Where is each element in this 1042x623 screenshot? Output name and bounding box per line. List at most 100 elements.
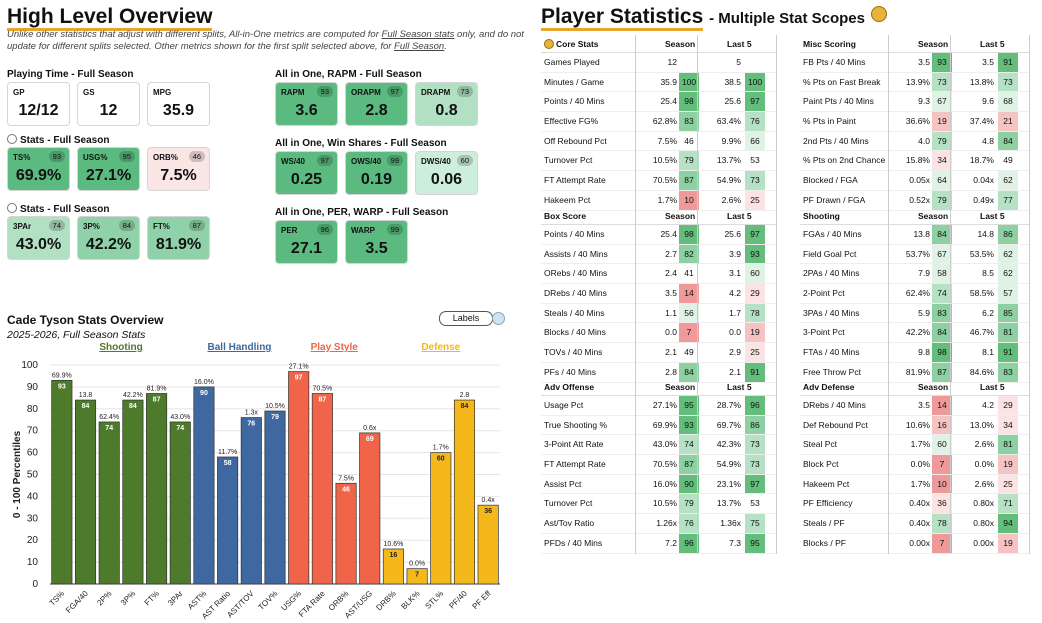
- table-header: Adv Offense Season Last 5: [541, 378, 777, 396]
- last5-percentile: 62: [998, 244, 1018, 264]
- season-percentile: 14: [679, 284, 699, 303]
- season-percentile: 93: [679, 415, 699, 435]
- season-value: 7.9: [918, 268, 930, 279]
- season-percentile: 84: [679, 362, 699, 382]
- col-season: Season: [918, 382, 949, 392]
- table-row: Blocks / 40 Mins 0.0 7 0.0 19: [541, 323, 777, 344]
- last5-value: 8.1: [982, 347, 994, 358]
- col-season: Season: [665, 211, 696, 221]
- radio-icon[interactable]: [7, 203, 17, 213]
- card-label: ORAPM: [351, 88, 381, 97]
- last5-percentile: 97: [745, 92, 765, 112]
- last5-value: 0.49x: [973, 194, 994, 205]
- table-row: Field Goal Pct 53.7% 67 53.5% 62: [800, 244, 1030, 265]
- season-percentile: 19: [932, 112, 952, 131]
- bar-pf-eff: [477, 504, 499, 585]
- bar-drb-: [382, 548, 404, 585]
- table-header: Adv Defense Season Last 5: [800, 378, 1030, 396]
- bar-raw-label: 27.1%: [289, 364, 309, 371]
- table-header: Core Stats Season Last 5: [541, 35, 777, 53]
- card-value: 2.8: [365, 102, 388, 119]
- last5-percentile: 73: [745, 171, 765, 190]
- season-percentile: 78: [932, 514, 952, 533]
- last5-value: 13.7%: [716, 498, 741, 509]
- row-label: Hakeem Pct: [803, 478, 850, 489]
- labels-button[interactable]: Labels: [439, 311, 493, 326]
- card-percentile: 46: [188, 151, 205, 162]
- playing-time-label: Playing Time - Full Season: [7, 69, 134, 80]
- stats-label-2[interactable]: Stats - Full Season: [7, 203, 109, 215]
- row-label: Turnover Pct: [544, 155, 593, 166]
- card-value: 0.19: [360, 171, 393, 188]
- column-divider: [1029, 207, 1030, 383]
- row-label: PFDs / 40 Mins: [544, 537, 603, 548]
- bar-percentile-label: 84: [461, 403, 469, 410]
- rapm-card-drapm: DRAPM 73 0.8: [415, 82, 478, 126]
- y-tick-label: 40: [27, 491, 39, 502]
- card-label: WS/40: [281, 157, 306, 166]
- labels-toggle[interactable]: [492, 312, 505, 325]
- season-value: 12: [667, 57, 677, 67]
- season-value: 3.5: [665, 288, 677, 299]
- radio-icon[interactable]: [7, 134, 17, 144]
- season-value: 0.52x: [909, 194, 930, 205]
- bar-percentile-label: 58: [224, 460, 232, 467]
- bar-raw-label: 10.6%: [383, 541, 403, 548]
- column-divider: [697, 207, 698, 383]
- last5-percentile: 83: [998, 362, 1018, 382]
- card-percentile: 97: [386, 86, 403, 97]
- card-value: 27.1: [290, 240, 323, 257]
- table-row: 3PAs / 40 Mins 5.9 83 6.2 85: [800, 303, 1030, 324]
- card-label: GS: [83, 88, 95, 97]
- table-row: Steals / PF 0.40x 78 0.80x 94: [800, 514, 1030, 534]
- bar-percentile-label: 69: [366, 436, 374, 443]
- bar-percentile-label: 16: [390, 552, 398, 559]
- card-value: 43.0%: [15, 236, 62, 253]
- last5-value: 9.6: [982, 96, 994, 107]
- last5-value: 1.7: [729, 307, 741, 318]
- season-value: 70.5%: [652, 175, 677, 186]
- bar-raw-label: 16.0%: [194, 379, 214, 386]
- row-label: Assists / 40 Mins: [544, 248, 608, 259]
- per-card-warp: WARP 99 3.5: [345, 220, 408, 264]
- season-percentile: 14: [932, 396, 952, 415]
- bar-raw-label: 62.4%: [99, 414, 119, 421]
- row-label: Steal Pct: [803, 439, 838, 450]
- bar-percentile-label: 93: [58, 383, 66, 390]
- season-value: 2.1: [665, 347, 677, 358]
- bar-percentile-label: 36: [484, 508, 492, 515]
- table-row: DRebs / 40 Mins 3.5 14 4.2 29: [800, 396, 1030, 416]
- playing_time-card-mpg: MPG 35.9: [147, 82, 210, 126]
- last5-value: 84.6%: [969, 366, 994, 377]
- season-percentile: 7: [932, 455, 952, 474]
- season-value: 25.4: [660, 96, 677, 107]
- last5-percentile: 97: [745, 225, 765, 244]
- table-box-score: Box Score Season Last 5 Points / 40 Mins 25.…: [541, 207, 777, 383]
- season-percentile: 67: [932, 92, 952, 112]
- last5-value: 54.9%: [716, 459, 741, 470]
- season-percentile: 49: [679, 343, 699, 362]
- bar-percentile-label: 87: [153, 396, 161, 403]
- season-value: 1.26x: [656, 518, 677, 529]
- last5-percentile: 85: [998, 303, 1018, 323]
- row-label: ORebs / 40 Mins: [544, 268, 608, 279]
- stats-label-1[interactable]: Stats - Full Season: [7, 134, 109, 146]
- row-label: FTAs / 40 Mins: [803, 347, 860, 358]
- last5-percentile: [745, 53, 765, 72]
- table-row: FT Attempt Rate 70.5% 87 54.9% 73: [541, 171, 777, 191]
- season-percentile: 7: [679, 323, 699, 343]
- stats2-card-3p-: 3P% 84 42.2%: [77, 216, 140, 260]
- card-value: 3.5: [365, 240, 388, 257]
- last5-value: 58.5%: [969, 288, 994, 299]
- bar-percentile-label: 90: [200, 390, 208, 397]
- row-label: Free Throw Pct: [803, 366, 861, 377]
- card-label: RAPM: [281, 88, 305, 97]
- bar-raw-label: 10.5%: [265, 403, 285, 410]
- col-season: Season: [918, 211, 949, 221]
- card-label: 3PAr: [13, 222, 32, 231]
- bar-percentile-label: 97: [295, 375, 303, 382]
- season-percentile: 67: [932, 244, 952, 264]
- bar-raw-label: 43.0%: [170, 414, 190, 421]
- table-row: Effective FG% 62.8% 83 63.4% 76: [541, 112, 777, 132]
- season-value: 7.2: [665, 537, 677, 548]
